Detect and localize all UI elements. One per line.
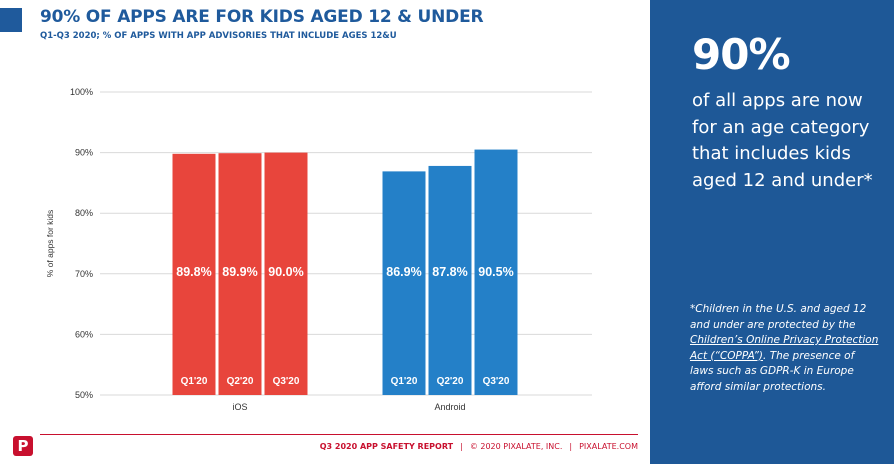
bar-quarter-label: Q2'20 <box>437 376 464 387</box>
bar-quarter-label: Q1'20 <box>181 376 208 387</box>
x-category-label: Android <box>434 402 465 412</box>
y-tick-label: 50% <box>75 390 93 400</box>
footer-copyright: © 2020 PIXALATE, INC. <box>469 442 563 451</box>
y-tick-label: 100% <box>70 87 93 97</box>
y-tick-label: 90% <box>75 148 93 158</box>
footnote-text-post: . The presence of laws such as GDPR-K in… <box>690 349 855 393</box>
footnote: *Children in the U.S. and aged 12 and un… <box>690 302 880 395</box>
footer-site: PIXALATE.COM <box>579 442 638 451</box>
bar <box>382 171 426 395</box>
footer-report-title: Q3 2020 APP SAFETY REPORT <box>319 442 454 451</box>
bar <box>474 149 518 395</box>
x-category-label: iOS <box>232 402 247 412</box>
footer-text: Q3 2020 APP SAFETY REPORT | © 2020 PIXALAT… <box>320 442 638 451</box>
bar-value-label: 87.8% <box>432 265 467 279</box>
bar-quarter-label: Q1'20 <box>391 376 418 387</box>
footnote-text-pre: *Children in the U.S. and aged 12 and un… <box>690 303 867 331</box>
y-tick-label: 80% <box>75 208 93 218</box>
bar-value-label: 86.9% <box>386 265 421 279</box>
y-axis-label: % of apps for kids <box>45 210 55 278</box>
y-tick-label: 70% <box>75 269 93 279</box>
bar-value-label: 89.8% <box>176 265 211 279</box>
footer-separator: | <box>460 442 463 451</box>
bar-quarter-label: Q3'20 <box>273 376 300 387</box>
chart-subtitle: Q1-Q3 2020; % OF APPS WITH APP ADVISORIE… <box>40 31 397 41</box>
side-panel: 90% of all apps are now for an age categ… <box>650 0 894 464</box>
bar <box>264 152 308 395</box>
bar-chart: 50% 60% 70% 80% 90% 100% % of apps for kids 89.… <box>45 87 592 412</box>
bar <box>218 153 262 395</box>
stat-description: of all apps are now for an age category … <box>692 90 873 191</box>
footer-divider <box>40 434 638 435</box>
coppa-link[interactable]: Children’s Online Privacy Protection Act… <box>690 334 879 362</box>
bar-quarter-label: Q2'20 <box>227 376 254 387</box>
header-accent-bar <box>0 8 22 32</box>
bar-value-label: 89.9% <box>222 265 257 279</box>
footer-separator: | <box>569 442 573 451</box>
bar <box>172 153 216 395</box>
big-stat: 90% <box>692 30 791 79</box>
bar-value-label: 90.5% <box>478 265 513 279</box>
bar <box>428 165 472 395</box>
bar-quarter-label: Q3'20 <box>483 376 510 387</box>
pixalate-logo: P <box>13 436 33 456</box>
bar-value-label: 90.0% <box>268 265 303 279</box>
y-tick-label: 60% <box>75 329 93 339</box>
chart-title: 90% OF APPS ARE FOR KIDS AGED 12 & UNDER <box>40 7 484 27</box>
